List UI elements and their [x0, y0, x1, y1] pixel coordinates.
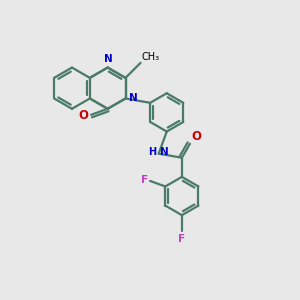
Text: F: F: [141, 175, 148, 185]
Text: O: O: [192, 130, 202, 142]
Text: F: F: [178, 234, 185, 244]
Text: N: N: [129, 93, 138, 103]
Text: H: H: [148, 147, 156, 157]
Text: O: O: [79, 109, 89, 122]
Text: CH₃: CH₃: [142, 52, 160, 62]
Text: N: N: [103, 54, 112, 64]
Text: N: N: [160, 147, 169, 157]
